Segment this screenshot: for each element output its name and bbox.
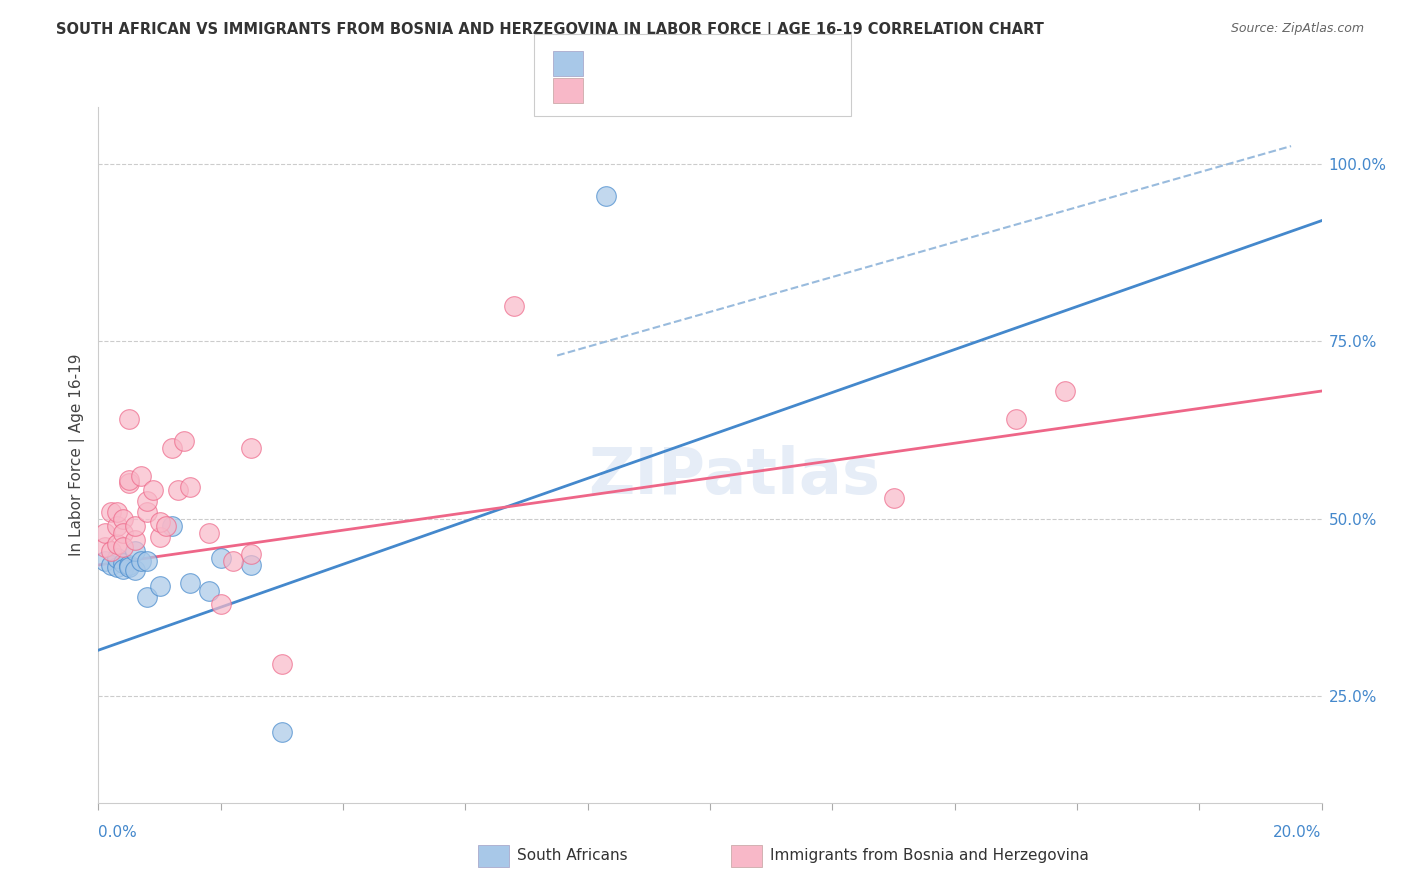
Point	[100, 558, 122, 572]
Point	[136, 554, 159, 568]
Point	[111, 526, 134, 541]
Point	[197, 526, 219, 541]
Point	[93, 526, 115, 541]
Point	[118, 473, 141, 487]
Point	[1004, 412, 1026, 426]
Point	[124, 519, 146, 533]
Point	[118, 476, 141, 491]
Point	[149, 516, 172, 530]
Text: Immigrants from Bosnia and Herzegovina: Immigrants from Bosnia and Herzegovina	[770, 848, 1090, 863]
Point	[118, 560, 141, 574]
Point	[124, 543, 146, 558]
Point	[167, 483, 190, 498]
Point	[270, 724, 292, 739]
Point	[111, 556, 134, 570]
Point	[197, 584, 219, 599]
Text: SOUTH AFRICAN VS IMMIGRANTS FROM BOSNIA AND HERZEGOVINA IN LABOR FORCE | AGE 16-: SOUTH AFRICAN VS IMMIGRANTS FROM BOSNIA …	[56, 22, 1045, 38]
Text: N =: N =	[699, 54, 735, 72]
Point	[124, 563, 146, 577]
Text: R =: R =	[593, 81, 630, 99]
Point	[93, 540, 115, 554]
Point	[240, 558, 263, 572]
Point	[111, 540, 134, 554]
Point	[93, 554, 115, 568]
Text: 20.0%: 20.0%	[1274, 825, 1322, 840]
Text: ZIPatlas: ZIPatlas	[589, 445, 880, 507]
Text: South Africans: South Africans	[517, 848, 628, 863]
Point	[209, 550, 232, 565]
Text: 0.0%: 0.0%	[98, 825, 138, 840]
Point	[100, 505, 122, 519]
Text: 36: 36	[731, 81, 754, 99]
Point	[240, 547, 263, 561]
Point	[129, 554, 152, 568]
Text: 0.698: 0.698	[626, 54, 678, 72]
Point	[105, 536, 128, 550]
Point	[105, 550, 128, 565]
Point	[105, 560, 128, 574]
Text: 21: 21	[731, 54, 754, 72]
Point	[155, 519, 177, 533]
Point	[149, 579, 172, 593]
Point	[100, 543, 122, 558]
Point	[160, 519, 183, 533]
Text: Source: ZipAtlas.com: Source: ZipAtlas.com	[1230, 22, 1364, 36]
Point	[129, 469, 152, 483]
Text: R =: R =	[593, 54, 630, 72]
Point	[222, 554, 245, 568]
Text: N =: N =	[699, 81, 735, 99]
Point	[105, 505, 128, 519]
Point	[503, 299, 526, 313]
Point	[160, 441, 183, 455]
Point	[142, 483, 165, 498]
Point	[136, 505, 159, 519]
Point	[883, 491, 905, 505]
Point	[136, 494, 159, 508]
Point	[105, 519, 128, 533]
Point	[111, 561, 134, 575]
Point	[1053, 384, 1076, 398]
Point	[173, 434, 195, 448]
Y-axis label: In Labor Force | Age 16-19: In Labor Force | Age 16-19	[69, 353, 84, 557]
Point	[595, 188, 617, 202]
Point	[149, 530, 172, 544]
Point	[124, 533, 146, 548]
Text: 0.347: 0.347	[626, 81, 679, 99]
Point	[111, 512, 134, 526]
Point	[179, 480, 201, 494]
Point	[118, 558, 141, 572]
Point	[136, 590, 159, 604]
Point	[179, 575, 201, 590]
Point	[240, 441, 263, 455]
Point	[209, 597, 232, 611]
Point	[270, 657, 292, 672]
Point	[118, 412, 141, 426]
